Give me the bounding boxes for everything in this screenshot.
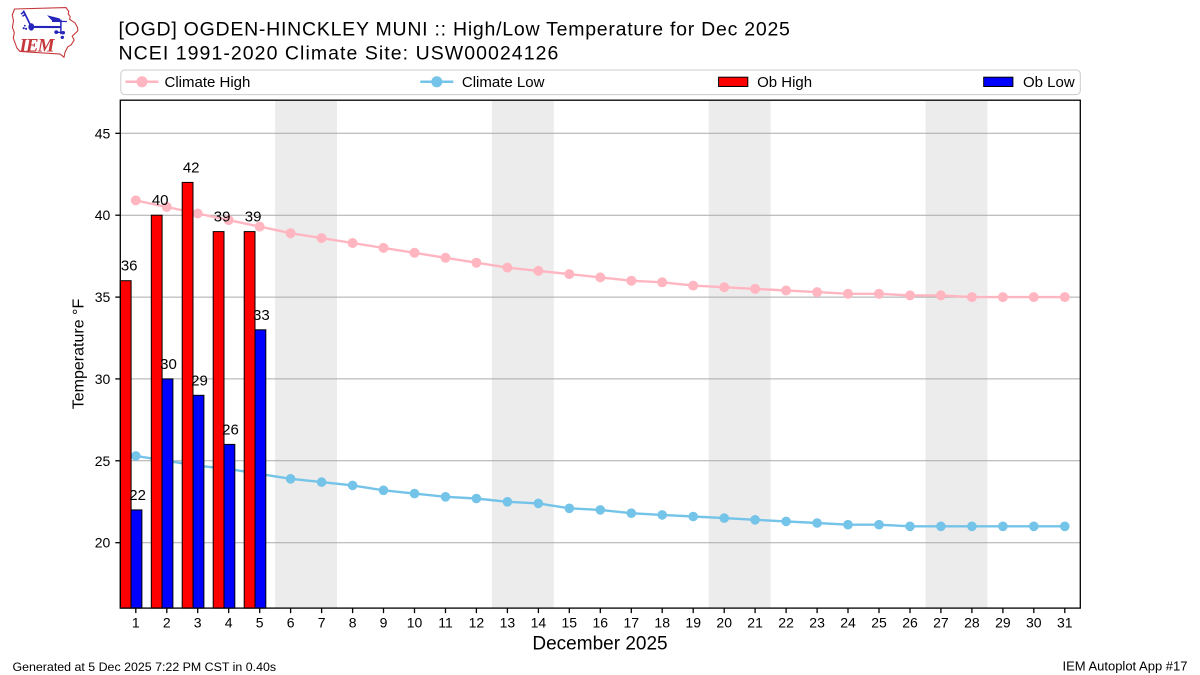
svg-text:IEM: IEM (19, 36, 56, 57)
svg-text:December 2025: December 2025 (532, 634, 667, 655)
svg-text:39: 39 (245, 209, 262, 226)
svg-text:19: 19 (685, 615, 701, 631)
svg-text:13: 13 (500, 615, 516, 631)
svg-text:42: 42 (183, 159, 200, 176)
svg-text:11: 11 (438, 615, 453, 631)
svg-text:4: 4 (225, 615, 233, 631)
svg-text:5: 5 (256, 615, 264, 631)
svg-text:17: 17 (624, 615, 640, 631)
svg-text:40: 40 (95, 207, 111, 223)
svg-text:16: 16 (593, 615, 609, 631)
svg-text:Climate Low: Climate Low (462, 74, 545, 91)
svg-text:26: 26 (222, 421, 239, 438)
svg-text:18: 18 (654, 615, 670, 631)
svg-text:28: 28 (964, 615, 980, 631)
svg-text:25: 25 (871, 615, 887, 631)
svg-text:9: 9 (380, 615, 388, 631)
svg-text:NCEI 1991-2020 Climate Site: U: NCEI 1991-2020 Climate Site: USW00024126 (119, 43, 560, 65)
svg-text:1: 1 (132, 615, 140, 631)
svg-text:8: 8 (349, 615, 357, 631)
svg-text:40: 40 (152, 192, 169, 209)
svg-text:39: 39 (214, 209, 231, 226)
svg-text:33: 33 (253, 307, 270, 324)
svg-text:6: 6 (287, 615, 295, 631)
svg-text:26: 26 (902, 615, 918, 631)
svg-text:23: 23 (809, 615, 825, 631)
svg-text:Generated at 5 Dec 2025 7:22 P: Generated at 5 Dec 2025 7:22 PM CST in 0… (13, 660, 277, 674)
svg-text:Temperature °F: Temperature °F (71, 299, 88, 410)
svg-text:Ob Low: Ob Low (1023, 74, 1075, 91)
svg-text:22: 22 (778, 615, 794, 631)
svg-text:30: 30 (95, 371, 111, 387)
svg-text:29: 29 (995, 615, 1011, 631)
svg-text:10: 10 (407, 615, 423, 631)
svg-text:35: 35 (95, 289, 111, 305)
svg-text:Ob High: Ob High (757, 74, 812, 91)
svg-text:15: 15 (562, 615, 578, 631)
svg-text:20: 20 (95, 535, 111, 551)
svg-text:22: 22 (129, 487, 146, 504)
svg-text:36: 36 (121, 258, 138, 275)
svg-text:30: 30 (160, 356, 177, 373)
svg-text:20: 20 (716, 615, 732, 631)
svg-text:IEM Autoplot App #17: IEM Autoplot App #17 (1062, 658, 1187, 673)
svg-text:24: 24 (840, 615, 856, 631)
svg-text:3: 3 (194, 615, 202, 631)
svg-text:[OGD] OGDEN-HINCKLEY MUNI :: H: [OGD] OGDEN-HINCKLEY MUNI :: High/Low Te… (119, 19, 791, 41)
svg-text:45: 45 (95, 125, 111, 141)
svg-text:21: 21 (747, 615, 763, 631)
svg-text:25: 25 (95, 453, 111, 469)
svg-text:14: 14 (531, 615, 547, 631)
svg-text:12: 12 (469, 615, 485, 631)
svg-text:29: 29 (191, 372, 208, 389)
svg-text:27: 27 (933, 615, 949, 631)
svg-text:30: 30 (1026, 615, 1042, 631)
svg-text:7: 7 (318, 615, 326, 631)
svg-text:31: 31 (1057, 615, 1073, 631)
svg-text:Climate High: Climate High (165, 74, 251, 91)
svg-text:2: 2 (163, 615, 171, 631)
